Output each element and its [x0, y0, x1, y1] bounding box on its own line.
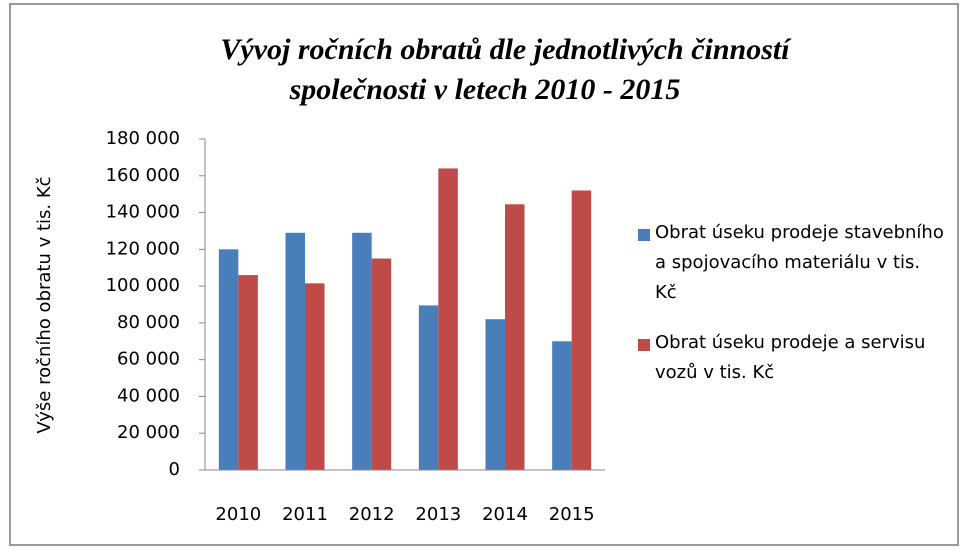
- bar: [218, 249, 239, 470]
- legend-entry: Obrat úseku prodeje a servisu vozů v tis…: [655, 332, 926, 383]
- bar: [571, 190, 592, 470]
- y-tick-label: 140 000: [106, 202, 180, 223]
- y-tick-label: 120 000: [106, 238, 180, 259]
- bar: [438, 168, 458, 470]
- bar: [485, 319, 505, 470]
- y-tick-label: 160 000: [106, 165, 180, 186]
- legend-swatch: [638, 229, 650, 241]
- bar: [305, 283, 325, 470]
- x-tick-label: 2011: [282, 504, 328, 525]
- legend-label: Obrat úseku prodeje a servisu vozů v tis…: [655, 332, 926, 383]
- y-tick-label: 60 000: [117, 349, 180, 370]
- bar: [238, 275, 258, 470]
- y-tick-label: 40 000: [117, 385, 180, 406]
- y-tick-label: 100 000: [106, 275, 180, 296]
- x-tick-label: 2014: [482, 504, 528, 525]
- y-tick-label: 180 000: [106, 128, 180, 149]
- x-tick-label: 2015: [549, 504, 595, 525]
- legend-label: Obrat úseku prodeje stavebního a spojova…: [655, 222, 944, 303]
- chart-title-line: společnosti v letech 2010 - 2015: [289, 73, 681, 106]
- x-tick-label: 2013: [415, 504, 461, 525]
- y-tick-label: 20 000: [117, 422, 180, 443]
- x-tick-label: 2010: [215, 504, 261, 525]
- chart-title-line: Vývoj ročních obratů dle jednotlivých či…: [220, 33, 792, 66]
- legend-entry: Obrat úseku prodeje stavebního a spojova…: [655, 222, 944, 303]
- y-tick-label: 0: [169, 459, 180, 480]
- chart-frame: [9, 3, 959, 546]
- bar: [505, 204, 525, 470]
- bar: [285, 232, 305, 470]
- bar: [371, 258, 392, 470]
- y-tick-label: 80 000: [117, 312, 180, 333]
- x-tick-label: 2012: [349, 504, 395, 525]
- bar: [418, 305, 439, 470]
- bar: [552, 341, 572, 470]
- y-axis-label: Výše ročního obratu v tis. Kč: [34, 176, 55, 433]
- legend-swatch: [638, 339, 650, 351]
- bar: [352, 232, 372, 470]
